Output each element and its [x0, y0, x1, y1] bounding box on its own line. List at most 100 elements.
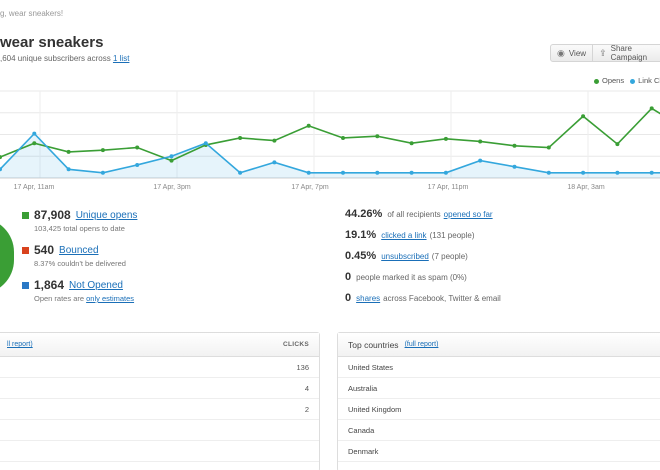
table-row[interactable]: 136 — [0, 357, 319, 378]
bounced-link[interactable]: Bounced — [59, 244, 99, 256]
list-item[interactable]: United States — [338, 357, 660, 378]
bounced-square-icon — [22, 246, 29, 254]
stat-shares: 0 shares across Facebook, Twitter & emai… — [345, 292, 504, 304]
clicks-data-point[interactable] — [341, 170, 345, 175]
country-name: Canada — [348, 425, 375, 435]
breadcrumb: g, wear sneakers! — [0, 9, 64, 18]
opens-data-point[interactable] — [66, 149, 71, 154]
clicks-data-point[interactable] — [478, 158, 483, 163]
list-item[interactable]: Australia — [338, 378, 660, 399]
only-estimates-link[interactable]: only estimates — [86, 294, 135, 303]
x-tick-label: 17 Apr, 11am — [14, 184, 55, 191]
list-link[interactable]: 1 list — [112, 54, 130, 63]
clicks-data-point[interactable] — [135, 162, 140, 167]
unique-opens-link[interactable]: Unique opens — [75, 209, 138, 221]
table-row[interactable]: 4 — [0, 378, 319, 399]
opens-data-point[interactable] — [581, 114, 586, 119]
clicks-data-point[interactable] — [238, 170, 243, 175]
opens-data-point[interactable] — [0, 155, 2, 160]
clicks-data-point[interactable] — [649, 170, 654, 175]
campaign-subline: ,604 unique subscribers across 1 list — [0, 54, 129, 63]
x-tick-label: 18 Apr, 3am — [567, 184, 605, 191]
stat-not-opened: 1,864 Not Opened Open rates are only est… — [22, 278, 137, 303]
clicks-series-line — [0, 132, 660, 174]
shares-link[interactable]: shares — [356, 294, 381, 303]
clicks-data-point[interactable] — [615, 170, 620, 175]
stat-unique-opens: 87,908 Unique opens 103,425 total opens … — [22, 208, 137, 233]
chart-legend: Opens Link Clicks — [594, 76, 660, 85]
not-opened-sub: Open rates are only estimates — [34, 294, 137, 303]
opened-so-far-link[interactable]: opened so far — [443, 210, 493, 219]
clicks-data-point[interactable] — [375, 170, 380, 175]
opens-data-point[interactable] — [615, 142, 620, 147]
clicked-a-link-link[interactable]: clicked a link — [381, 231, 427, 240]
countries-panel-title: Top countries — [348, 339, 399, 350]
link-clicks-value: 4 — [304, 383, 309, 393]
legend-clicks-label: Link Clicks — [638, 76, 660, 85]
eye-icon: ◉ — [557, 47, 565, 58]
country-name: United Kingdom — [348, 404, 402, 414]
clicks-data-point[interactable] — [66, 167, 71, 172]
table-row[interactable] — [0, 441, 319, 462]
table-row[interactable] — [0, 420, 319, 441]
country-name: United States — [348, 362, 394, 372]
share-campaign-button[interactable]: ⇪ Share Campaign — [592, 44, 660, 62]
list-item[interactable]: Denmark — [338, 441, 660, 462]
country-name: Australia — [348, 383, 378, 393]
opens-donut-chart — [0, 218, 14, 294]
clicks-data-point[interactable] — [32, 131, 37, 136]
opens-data-point[interactable] — [135, 145, 140, 150]
link-clicks-value: 136 — [296, 362, 309, 372]
clicks-data-point[interactable] — [100, 170, 105, 175]
opens-data-point[interactable] — [409, 141, 414, 146]
page-title: wear sneakers — [0, 34, 104, 51]
link-clicks-value: 2 — [304, 404, 309, 414]
opens-dot-icon — [594, 78, 599, 84]
unsubscribed-link[interactable]: unsubscribed — [381, 252, 429, 261]
legend-item-clicks[interactable]: Link Clicks — [630, 76, 660, 85]
clicks-data-point[interactable] — [546, 170, 551, 175]
opens-data-point[interactable] — [375, 134, 380, 139]
links-full-report-link[interactable]: ll report) — [7, 341, 33, 348]
opens-data-point[interactable] — [100, 148, 105, 153]
legend-opens-label: Opens — [602, 76, 625, 85]
clicks-data-point[interactable] — [272, 160, 277, 165]
clicks-data-point[interactable] — [0, 167, 2, 172]
opens-data-point[interactable] — [649, 106, 654, 111]
clicks-data-point[interactable] — [512, 164, 517, 169]
not-opened-link[interactable]: Not Opened — [69, 279, 123, 291]
clicks-data-point[interactable] — [203, 141, 208, 146]
stat-bounced: 540 Bounced 8.37% couldn't be delivered — [22, 243, 137, 268]
countries-full-report-link[interactable]: (full report) — [404, 341, 439, 348]
opens-data-point[interactable] — [306, 123, 311, 128]
not-opened-value: 1,864 — [34, 278, 65, 292]
opens-data-point[interactable] — [443, 136, 448, 141]
list-item[interactable]: United Kingdom — [338, 399, 660, 420]
clicks-data-point[interactable] — [409, 170, 414, 175]
x-tick-label: 17 Apr, 11pm — [428, 184, 469, 191]
clicks-data-point[interactable] — [443, 170, 448, 175]
clicks-data-point[interactable] — [169, 154, 174, 159]
total-opens-text: 103,425 total opens to date — [34, 224, 125, 233]
opens-data-point[interactable] — [546, 145, 551, 150]
opens-clicks-chart[interactable]: 17 Apr, 11am 17 Apr, 3pm 17 Apr, 7pm 17 Apr… — [0, 86, 660, 196]
opens-data-point[interactable] — [478, 139, 483, 144]
view-button-label: View — [568, 48, 587, 58]
opened-pct-value: 44.26% — [345, 208, 383, 220]
opens-data-point[interactable] — [238, 135, 243, 140]
clicks-data-point[interactable] — [581, 170, 586, 175]
legend-item-opens[interactable]: Opens — [594, 76, 624, 85]
opens-data-point[interactable] — [272, 138, 277, 143]
opens-data-point[interactable] — [169, 158, 174, 163]
table-row[interactable]: 2 — [0, 399, 319, 420]
clicks-data-point[interactable] — [306, 170, 311, 175]
list-item[interactable]: Canada — [338, 420, 660, 441]
unsub-pct-value: 0.45% — [345, 250, 377, 262]
country-name: Denmark — [348, 446, 379, 456]
view-button[interactable]: ◉ View — [551, 45, 592, 61]
countries-panel: Top countries (full report) United State… — [337, 332, 660, 470]
stat-clicked-link: 19.1% clicked a link (131 people) — [345, 229, 504, 241]
opens-data-point[interactable] — [32, 141, 37, 146]
opens-data-point[interactable] — [341, 135, 345, 140]
opens-data-point[interactable] — [512, 143, 517, 148]
